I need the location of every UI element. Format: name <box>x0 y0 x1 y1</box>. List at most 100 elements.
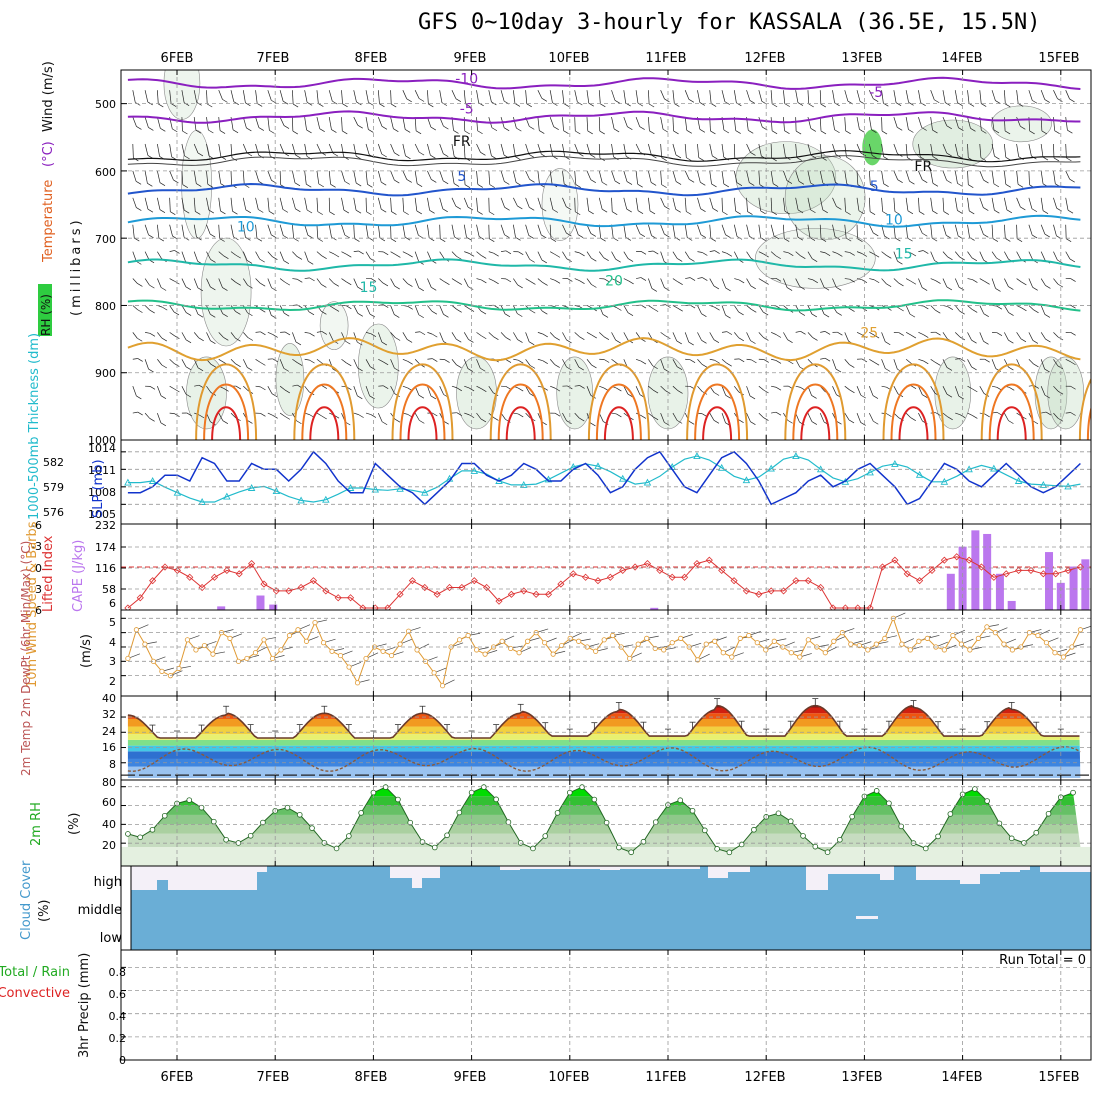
rh-point <box>603 819 610 826</box>
rh-shading-blob <box>1047 356 1085 430</box>
wind-speed-point <box>873 641 879 647</box>
wind-barb <box>832 197 837 207</box>
wind-barb-flag <box>713 420 720 424</box>
rh-point <box>591 796 598 803</box>
wind-barb-flag <box>1005 238 1011 242</box>
wind-barb <box>549 116 555 127</box>
wind-barb <box>918 197 920 212</box>
wind-barb-flag <box>579 417 585 422</box>
rh-shading-blob <box>456 356 497 430</box>
rh-point <box>493 796 499 803</box>
wind-barb <box>525 143 530 155</box>
cloud-cover-panel <box>120 865 1092 951</box>
wind-barb-flag <box>357 124 363 129</box>
wind-barb-flag <box>550 238 557 242</box>
wind-barb <box>1016 170 1019 185</box>
wind-barb <box>181 170 184 185</box>
wind-barb <box>329 251 335 255</box>
wind-barb-flag <box>541 98 548 102</box>
wind-speed-point <box>1043 640 1050 646</box>
ytick-left: 116 <box>95 562 116 575</box>
wind-barb-flag <box>1008 420 1014 424</box>
slp-line <box>127 450 1081 506</box>
wind-barb-flag <box>649 130 655 135</box>
wind-barb <box>795 359 801 368</box>
lifted-index-point <box>260 580 268 588</box>
ylabel-convective: Convective <box>0 986 70 1001</box>
ytick: 1000 <box>88 434 116 447</box>
wind-barb <box>574 197 576 212</box>
wind-barb-flag <box>676 366 683 371</box>
wind-barb-flag <box>751 309 757 313</box>
wind-barb-flag <box>271 393 278 397</box>
wind-barb <box>893 251 898 262</box>
wind-barb <box>868 224 874 234</box>
wind-barb-flag <box>871 129 877 134</box>
cloud-level-label: middle <box>78 903 122 918</box>
wind-barb-flag <box>968 184 974 189</box>
wind-barb-flag <box>268 210 275 215</box>
wind-barb-flag <box>307 234 314 239</box>
wind-barb-flag <box>260 331 266 336</box>
wind-barb <box>574 385 580 387</box>
temp-line <box>127 704 1080 739</box>
wind-barb-flag <box>456 364 462 369</box>
wind-barb-flag <box>675 154 682 159</box>
wind-barb <box>255 170 260 182</box>
wind-barb <box>537 117 540 131</box>
wind-barb-flag <box>616 413 622 418</box>
wind-barb-flag <box>726 253 733 257</box>
wind-barb-flag <box>775 278 782 282</box>
ytick-right: 1008 <box>88 486 116 499</box>
wind-barb-flag <box>219 130 226 134</box>
wind-barb <box>893 170 898 180</box>
wind-barb <box>660 332 666 337</box>
wind-barb <box>623 170 628 182</box>
wind-barb-flag <box>235 311 241 315</box>
wind-barb <box>193 197 196 212</box>
wind-barb-flag <box>464 130 470 135</box>
wind-barb-flag <box>515 236 521 241</box>
wind-barb <box>635 358 642 362</box>
cloud-high-cell <box>806 866 828 890</box>
wind-barb-flag <box>822 209 828 214</box>
rh-point <box>726 849 733 856</box>
wind-barb-flag <box>603 257 609 261</box>
wind-speed-point <box>133 627 140 633</box>
wind-barb-flag <box>577 234 584 238</box>
wind-barb-flag <box>357 313 363 317</box>
wind-barb <box>513 358 519 361</box>
wind-barb <box>427 332 433 335</box>
rh-shading-blob <box>186 356 227 430</box>
wind-barb <box>1041 411 1047 414</box>
wind-barb-flag <box>566 258 572 262</box>
wind-speed-point <box>320 640 327 646</box>
wind-barb <box>415 331 421 333</box>
wind-barb-flag <box>920 102 926 106</box>
wind-barb-flag <box>329 211 335 216</box>
wind-barb <box>623 305 629 313</box>
wind-barb-flag <box>430 154 436 159</box>
wind-speed-point <box>295 627 301 633</box>
wind-barb-flag <box>885 368 891 372</box>
wind-barb <box>905 359 912 364</box>
wind-barb <box>1016 251 1022 260</box>
wind-barb <box>316 117 321 129</box>
wind-barb <box>635 143 641 153</box>
wind-barb-flag <box>799 286 805 290</box>
wind-barb-flag <box>579 336 585 340</box>
wind-barb-flag <box>296 420 302 425</box>
wind-barb-flag <box>331 236 337 241</box>
wind-barb-flag <box>820 103 827 108</box>
wind-barb-flag <box>579 280 585 285</box>
wind-barb <box>316 331 322 333</box>
wind-barb <box>783 117 785 131</box>
wind-barb-flag <box>959 310 965 315</box>
wind-barb <box>255 143 259 156</box>
wind-barb-flag <box>1008 286 1014 290</box>
thickness-point <box>792 452 800 460</box>
wind-speed-point <box>1077 627 1084 633</box>
wind-barb-flag <box>897 260 903 265</box>
ylabel-slp: SLP (mb) <box>91 459 106 518</box>
wind-barb-flag <box>283 368 290 372</box>
